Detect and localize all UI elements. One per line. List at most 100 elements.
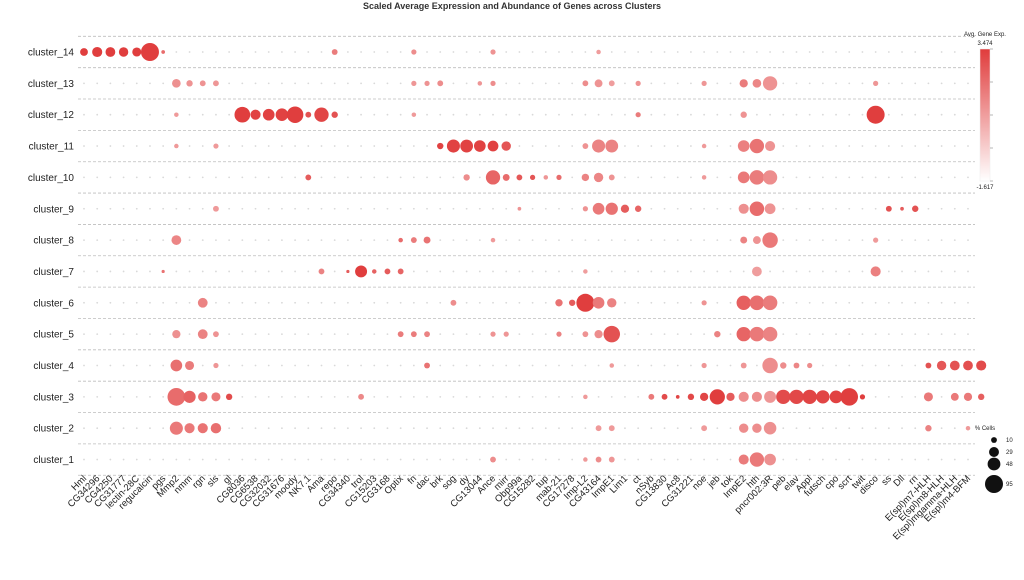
background-dot bbox=[967, 239, 969, 242]
background-dot bbox=[386, 301, 389, 304]
background-dot bbox=[505, 301, 508, 304]
expression-dot bbox=[583, 394, 588, 400]
background-dot bbox=[439, 427, 442, 430]
background-dot bbox=[624, 113, 626, 116]
background-dot bbox=[901, 145, 903, 147]
background-dot bbox=[373, 427, 376, 430]
background-dot bbox=[346, 458, 349, 461]
background-dot bbox=[294, 333, 297, 336]
background-dot bbox=[571, 395, 574, 398]
expression-dot bbox=[161, 50, 166, 54]
background-dot bbox=[96, 145, 99, 147]
background-dot bbox=[281, 458, 283, 461]
background-dot bbox=[808, 239, 811, 242]
background-dot bbox=[505, 82, 508, 85]
background-dot bbox=[373, 207, 376, 210]
background-dot bbox=[940, 270, 943, 273]
background-dot bbox=[439, 113, 442, 116]
background-dot bbox=[505, 51, 508, 53]
background-dot bbox=[373, 51, 376, 53]
background-dot bbox=[650, 333, 653, 336]
expression-dot bbox=[977, 393, 985, 401]
background-dot bbox=[531, 270, 534, 273]
background-dot bbox=[848, 427, 851, 430]
background-dot bbox=[795, 458, 798, 461]
background-dot bbox=[412, 427, 415, 430]
background-dot bbox=[848, 113, 851, 116]
background-dot bbox=[228, 333, 231, 336]
background-dot bbox=[518, 333, 521, 336]
expression-dot bbox=[490, 456, 496, 463]
background-dot bbox=[452, 239, 455, 242]
background-dot bbox=[901, 333, 903, 336]
background-dot bbox=[135, 239, 138, 242]
background-dot bbox=[927, 113, 930, 116]
background-dot bbox=[478, 333, 481, 336]
expression-dot bbox=[873, 80, 879, 86]
background-dot bbox=[848, 82, 851, 85]
expression-dot bbox=[925, 362, 932, 369]
background-dot bbox=[439, 176, 442, 179]
background-dot bbox=[149, 176, 151, 179]
background-dot bbox=[716, 427, 719, 430]
background-dot bbox=[584, 364, 587, 367]
expression-dot bbox=[762, 76, 778, 91]
background-dot bbox=[135, 270, 138, 273]
size-legend-dot bbox=[987, 457, 1001, 471]
expression-dot bbox=[762, 295, 778, 311]
background-dot bbox=[162, 239, 165, 242]
size-legend-dot bbox=[985, 475, 1003, 493]
background-dot bbox=[650, 364, 653, 367]
background-dot bbox=[96, 458, 99, 461]
expression-dot bbox=[976, 360, 987, 371]
background-dot bbox=[241, 364, 244, 367]
background-dot bbox=[835, 301, 837, 304]
background-dot bbox=[729, 239, 732, 242]
background-dot bbox=[874, 176, 877, 179]
expression-dot bbox=[701, 362, 707, 369]
background-dot bbox=[83, 333, 85, 336]
expression-dot bbox=[912, 205, 919, 212]
background-dot bbox=[135, 301, 138, 304]
background-dot bbox=[861, 301, 864, 304]
background-dot bbox=[399, 51, 402, 53]
expression-dot bbox=[764, 203, 776, 215]
background-dot bbox=[874, 51, 877, 53]
background-dot bbox=[558, 82, 560, 85]
background-dot bbox=[835, 333, 837, 336]
background-dot bbox=[254, 82, 257, 85]
expression-dot bbox=[556, 174, 562, 181]
background-dot bbox=[267, 458, 270, 461]
expression-dot bbox=[331, 111, 338, 118]
background-dot bbox=[386, 364, 389, 367]
background-dot bbox=[122, 176, 125, 179]
background-dot bbox=[624, 458, 626, 461]
expression-dot bbox=[423, 236, 431, 244]
background-dot bbox=[201, 176, 204, 179]
background-dot bbox=[861, 239, 864, 242]
expression-dot bbox=[764, 390, 777, 403]
expression-dot bbox=[752, 236, 761, 245]
background-dot bbox=[294, 270, 297, 273]
expression-dot bbox=[765, 140, 776, 152]
expression-dot bbox=[593, 172, 604, 183]
expression-dot bbox=[424, 331, 430, 338]
background-dot bbox=[386, 51, 389, 53]
background-dot bbox=[412, 458, 415, 461]
background-dot bbox=[439, 395, 442, 398]
background-dot bbox=[901, 270, 903, 273]
expression-dot bbox=[318, 268, 325, 275]
background-dot bbox=[360, 301, 362, 304]
background-dot bbox=[307, 427, 310, 430]
background-dot bbox=[571, 113, 574, 116]
background-dot bbox=[821, 458, 824, 461]
background-dot bbox=[874, 145, 877, 147]
background-dot bbox=[149, 395, 151, 398]
background-dot bbox=[650, 458, 653, 461]
background-dot bbox=[782, 333, 785, 336]
background-dot bbox=[96, 207, 99, 210]
expression-dot bbox=[411, 112, 417, 117]
background-dot bbox=[663, 82, 666, 85]
expression-dot bbox=[213, 205, 219, 212]
background-dot bbox=[901, 427, 903, 430]
